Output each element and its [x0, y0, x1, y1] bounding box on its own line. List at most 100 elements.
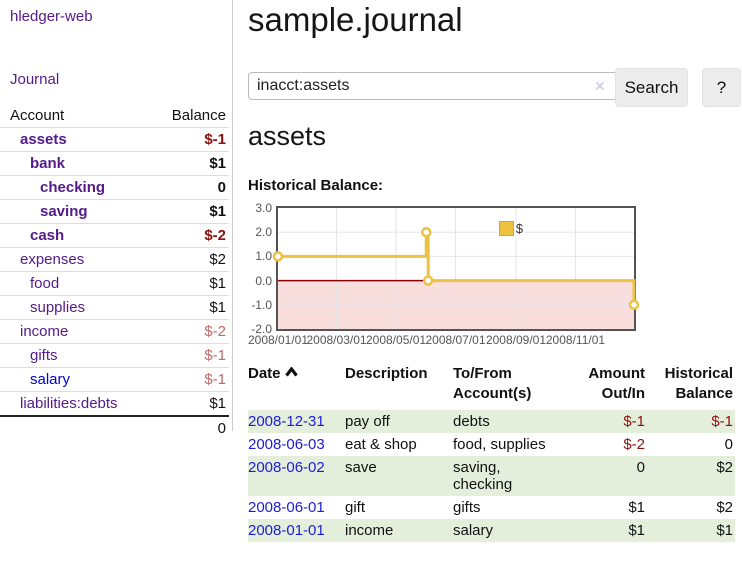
account-row-saving: saving $1 — [0, 199, 229, 224]
account-column-header: Account — [10, 107, 65, 124]
y-axis-tick-label: 1.0 — [255, 249, 272, 264]
page-title: sample.journal — [248, 1, 463, 38]
account-link-assets[interactable]: assets — [20, 131, 67, 148]
account-balance: $-2 — [154, 319, 229, 344]
account-balance: $1 — [154, 151, 229, 176]
account-balance: $-1 — [154, 367, 229, 392]
x-axis-tick-label: 2008/09/01 — [485, 333, 546, 347]
balance-column-header: Historical Balance — [664, 365, 733, 402]
account-link-saving[interactable]: saving — [40, 203, 88, 220]
x-axis-tick-label: 2008/05/01 — [365, 333, 427, 347]
transaction-date-link[interactable]: 2008-06-01 — [248, 499, 325, 516]
legend-swatch — [498, 221, 514, 236]
register-row: 2008-12-31 pay off debts $-1 $-1 — [248, 410, 735, 433]
account-link-food[interactable]: food — [30, 275, 60, 292]
y-axis-tick-label: -2.0 — [251, 322, 272, 336]
chart-legend: $ — [497, 221, 524, 236]
transaction-balance: 0 — [724, 436, 733, 453]
account-link-cash[interactable]: cash — [30, 227, 65, 244]
transaction-description: save — [345, 459, 377, 476]
account-link-bank[interactable]: bank — [30, 155, 66, 172]
register-row: 2008-06-01 gift gifts $1 $2 — [248, 496, 735, 519]
x-axis-tick-label: 2008/07/01 — [425, 333, 486, 347]
balance-column-header: Balance — [171, 107, 226, 124]
sort-ascending-icon — [284, 367, 298, 377]
clear-search-icon[interactable]: ✕ — [594, 78, 606, 94]
account-row-liabilities-debts: liabilities:debts $1 — [0, 391, 229, 416]
transaction-balance: $2 — [716, 459, 733, 476]
sidebar: hledger-web Journal Account Balance asse… — [0, 0, 233, 440]
data-point-marker — [422, 275, 434, 286]
transaction-date-link[interactable]: 2008-12-31 — [248, 413, 325, 430]
account-row-checking: checking 0 — [0, 175, 229, 200]
account-link-supplies[interactable]: supplies — [30, 299, 86, 316]
transaction-amount: $1 — [628, 522, 645, 539]
account-link-gifts[interactable]: gifts — [30, 347, 58, 364]
account-total-balance: 0 — [154, 415, 229, 440]
register-row: 2008-01-01 income salary $1 $1 — [248, 519, 735, 542]
y-axis-tick-label: 2.0 — [255, 225, 272, 240]
data-point-marker — [272, 251, 284, 262]
transaction-balance: $1 — [716, 522, 733, 539]
account-row-gifts: gifts $-1 — [0, 343, 229, 368]
historical-balance-chart: $ 3.0 2.0 1.0 0.0 -1.0 -2.0 2008/01/01 2008/03… — [248, 200, 742, 350]
search-input[interactable] — [248, 72, 638, 100]
transaction-amount: $1 — [628, 499, 645, 516]
account-balance: $-1 — [154, 127, 229, 152]
data-point-marker — [421, 226, 432, 238]
transaction-date-link[interactable]: 2008-01-01 — [248, 522, 325, 539]
y-axis-tick-label: 0.0 — [255, 273, 272, 288]
transaction-description: eat & shop — [345, 436, 417, 453]
account-row-salary: salary $-1 — [0, 367, 229, 392]
account-balance: $1 — [154, 295, 229, 320]
account-balance: $-2 — [154, 223, 229, 248]
account-link-expenses[interactable]: expenses — [20, 251, 85, 268]
account-link-salary[interactable]: salary — [30, 371, 71, 388]
account-heading: assets — [248, 121, 327, 151]
description-column-header: Description — [345, 365, 428, 382]
transaction-balance: $2 — [716, 499, 733, 516]
help-button[interactable]: ? — [702, 68, 741, 107]
account-balance: $2 — [154, 247, 229, 272]
date-column-header[interactable]: Date — [248, 362, 345, 410]
x-axis-tick-label: 2008/03/01 — [306, 333, 367, 347]
account-row-supplies: supplies $1 — [0, 295, 229, 320]
account-link-liabilities-debts[interactable]: liabilities:debts — [20, 395, 118, 412]
account-row-income: income $-2 — [0, 319, 229, 344]
transaction-description: gift — [345, 499, 366, 516]
transaction-accounts: saving, checking — [453, 459, 513, 493]
register-header-row: Date Description To/From Account(s) Amou… — [248, 362, 735, 410]
transaction-date-link[interactable]: 2008-06-03 — [248, 436, 325, 453]
accounts-column-header: To/From Account(s) — [453, 365, 532, 402]
amount-column-header: Amount Out/In — [588, 365, 645, 402]
transaction-date-link[interactable]: 2008-06-02 — [248, 459, 325, 476]
transaction-amount: $-1 — [623, 413, 645, 430]
register-table: Date Description To/From Account(s) Amou… — [248, 362, 735, 542]
register-row: 2008-06-02 save saving, checking 0 $2 — [248, 456, 735, 496]
chart-plot-area: $ — [272, 206, 640, 331]
account-row-cash: cash $-2 — [0, 223, 229, 248]
transaction-amount: $-2 — [623, 436, 645, 453]
account-row-expenses: expenses $2 — [0, 247, 229, 272]
transaction-balance: $-1 — [711, 413, 733, 430]
transaction-amount: 0 — [636, 459, 645, 476]
account-balance: $1 — [154, 271, 229, 296]
transaction-accounts: gifts — [453, 499, 481, 516]
transaction-description: pay off — [345, 413, 390, 430]
chart-canvas — [272, 208, 640, 329]
account-balance: $-1 — [154, 343, 229, 368]
account-balance: 0 — [154, 175, 229, 200]
transaction-accounts: salary — [453, 522, 494, 539]
register-row: 2008-06-03 eat & shop food, supplies $-2… — [248, 433, 735, 456]
account-link-checking[interactable]: checking — [40, 179, 106, 196]
account-link-income[interactable]: income — [20, 323, 69, 340]
account-row-assets: assets $-1 — [0, 127, 229, 152]
sidebar-item-journal[interactable]: Journal — [10, 71, 60, 88]
y-axis-tick-label: 3.0 — [255, 201, 272, 215]
data-point-marker — [628, 299, 640, 311]
transaction-accounts: debts — [453, 413, 490, 430]
account-row-food: food $1 — [0, 271, 229, 296]
search-button[interactable]: Search — [615, 68, 688, 107]
app-title-link[interactable]: hledger-web — [10, 8, 93, 25]
chart-title: Historical Balance: — [248, 177, 384, 194]
